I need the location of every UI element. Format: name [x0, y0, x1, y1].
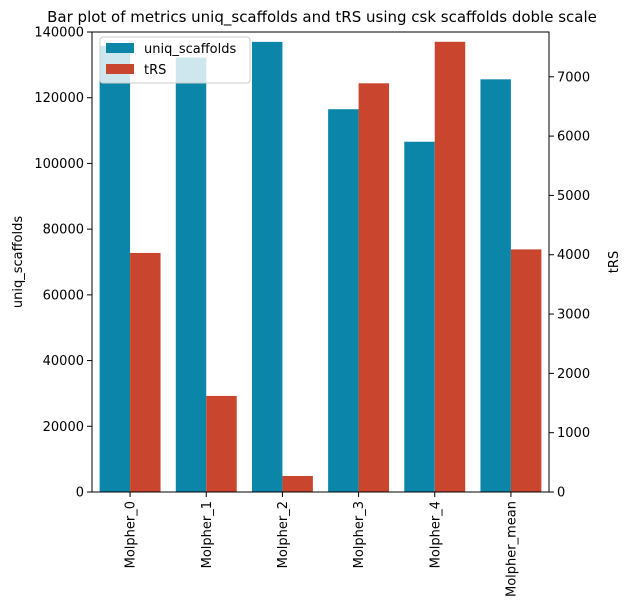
x-axis: Molpher_0 Molpher_1 Molpher_2 Molpher_3 Molp… [124, 492, 519, 597]
bar-tRS-Molpher_0 [130, 252, 161, 492]
right-tick-label: 5000 [557, 189, 590, 204]
bar-uniq_scaffolds-Molpher_1 [175, 57, 207, 492]
x-tick-label: Molpher_2 [276, 501, 291, 568]
bars-group [99, 41, 542, 493]
left-tick-label: 140000 [34, 26, 84, 41]
x-tick-label: Molpher_mean [504, 501, 519, 597]
x-tick-label: Molpher_0 [124, 501, 139, 568]
left-tick-label: 0 [76, 486, 84, 501]
left-tick-label: 100000 [34, 157, 84, 172]
bar-tRS-Molpher_1 [206, 395, 237, 492]
right-tick-label: 6000 [557, 130, 590, 145]
right-tick-label: 2000 [557, 367, 590, 382]
chart-title: Bar plot of metrics uniq_scaffolds and t… [47, 8, 597, 27]
right-tick-label: 3000 [557, 308, 590, 323]
left-axis: 0 20000 40000 60000 80000 100000 120000 140000 [34, 26, 92, 501]
left-axis-label: uniq_scaffolds [11, 216, 26, 309]
right-axis: 0 1000 2000 3000 4000 5000 6000 7000 [549, 70, 590, 501]
left-tick-label: 20000 [43, 420, 84, 435]
legend-box [99, 36, 251, 84]
left-tick-label: 60000 [43, 288, 84, 303]
bar-uniq_scaffolds-Molpher_0 [99, 46, 131, 492]
bar-uniq_scaffolds-Molpher_2 [251, 41, 283, 492]
bar-tRS-Molpher_2 [282, 475, 313, 492]
left-tick-label: 40000 [43, 354, 84, 369]
plot-frame [91, 31, 550, 493]
bar-uniq_scaffolds-Molpher_4 [404, 141, 435, 492]
bar-uniq_scaffolds-Molpher_mean [480, 79, 511, 493]
right-axis-label: tRS [607, 251, 622, 273]
legend-swatch-uniq_scaffolds [106, 43, 134, 53]
bar-tRS-Molpher_mean [510, 249, 542, 492]
legend-swatch-tRS [106, 64, 134, 74]
left-tick-label: 120000 [34, 91, 84, 106]
legend-label-tRS: tRS [144, 63, 166, 78]
bar-uniq_scaffolds-Molpher_3 [328, 109, 359, 492]
right-tick-label: 4000 [557, 248, 590, 263]
right-tick-label: 0 [557, 486, 565, 501]
bar-tRS-Molpher_4 [434, 41, 466, 493]
legend: uniq_scaffolds tRS [99, 36, 251, 84]
x-tick-label: Molpher_4 [428, 501, 443, 568]
legend-label-uniq_scaffolds: uniq_scaffolds [144, 42, 237, 57]
bar-tRS-Molpher_3 [358, 83, 390, 492]
right-tick-label: 7000 [557, 70, 590, 85]
left-tick-label: 80000 [43, 223, 84, 238]
x-tick-label: Molpher_1 [200, 501, 215, 568]
right-tick-label: 1000 [557, 426, 590, 441]
x-tick-label: Molpher_3 [352, 501, 367, 568]
